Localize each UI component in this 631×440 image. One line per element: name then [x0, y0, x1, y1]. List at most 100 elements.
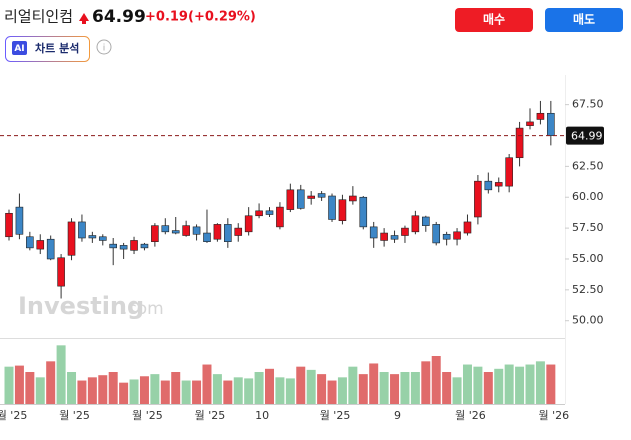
candle-body — [359, 196, 368, 228]
volume-bar — [431, 356, 441, 404]
change: +0.19 — [145, 10, 188, 25]
y-tick-label: 60.00 — [572, 190, 604, 203]
volume-bar — [160, 380, 170, 404]
candle-body — [213, 224, 222, 240]
candle-body — [515, 127, 524, 159]
volume-bar — [98, 375, 108, 404]
candle-body — [234, 227, 243, 236]
candle-body — [130, 240, 138, 251]
x-tick-label: 월 '25 — [0, 409, 27, 422]
candle-body — [317, 193, 326, 198]
buy-button[interactable] — [455, 8, 533, 32]
volume-bar — [462, 364, 472, 404]
volume-bar — [296, 366, 306, 404]
candle-body — [161, 225, 170, 233]
x-tick-label: 월 '25 — [59, 409, 90, 422]
candle-body — [484, 180, 493, 191]
candle-body — [432, 224, 441, 244]
volume-bar — [25, 372, 35, 404]
volume-bar — [67, 372, 77, 404]
candle-body — [119, 245, 128, 250]
up-arrow — [79, 13, 89, 24]
volume-bar — [390, 374, 400, 404]
y-tick-label: 50.00 — [572, 314, 604, 327]
candle-body — [369, 226, 378, 239]
candle-body — [526, 121, 534, 126]
volume-bar — [212, 374, 222, 404]
candle-body — [296, 189, 305, 209]
x-tick-label: 10 — [255, 409, 269, 422]
volume-bar — [494, 368, 504, 404]
volume-bar — [369, 363, 379, 404]
x-tick-label: 9 — [394, 409, 401, 422]
volume-bar — [254, 372, 264, 404]
candle-body — [349, 195, 357, 202]
volume-bar — [379, 372, 389, 404]
candle-body — [494, 182, 503, 187]
volume-bar — [139, 376, 149, 404]
volume-bar — [202, 364, 212, 404]
candle-body — [536, 112, 545, 120]
volume-bar — [337, 377, 347, 404]
y-tick-label: 67.50 — [572, 98, 604, 111]
watermark-text: Investing — [18, 292, 144, 320]
x-tick-label: 월 '25 — [320, 409, 351, 422]
ai-icon — [12, 41, 27, 55]
candle-body — [182, 225, 190, 236]
candle-body — [88, 235, 97, 239]
info-icon[interactable] — [96, 39, 112, 55]
candle-body — [411, 215, 420, 233]
candle-body — [265, 210, 274, 215]
price: 64.99 — [92, 7, 146, 27]
volume-bar — [400, 372, 410, 404]
volume-bar — [285, 378, 295, 404]
volume-bar — [223, 380, 233, 404]
volume-bar — [77, 380, 87, 404]
candle-body — [328, 195, 336, 220]
candle-body — [474, 180, 482, 218]
candle-body — [46, 238, 55, 260]
buy-label[interactable]: 매수 — [483, 12, 505, 27]
candle-body — [255, 210, 263, 217]
sell-label[interactable]: 매도 — [573, 12, 595, 27]
sell-button[interactable] — [545, 8, 623, 32]
stock-name: 리얼티인컴 — [4, 8, 73, 26]
watermark-suffix: .com — [122, 299, 164, 319]
volume-bar — [473, 366, 483, 404]
volume-bar — [317, 374, 327, 404]
y-tick-label: 57.50 — [572, 221, 604, 234]
volume-bar — [348, 366, 358, 404]
volume-bar — [181, 380, 191, 404]
candle-body — [98, 236, 107, 241]
candle-body — [224, 224, 232, 242]
ai-label[interactable]: 차트 분석 — [35, 41, 79, 55]
volume-bar — [535, 361, 545, 404]
volume-bar — [306, 369, 316, 404]
candle-body — [338, 199, 347, 221]
volume-bar — [421, 361, 431, 404]
volume-bar — [171, 372, 181, 404]
volume-bar — [358, 374, 368, 404]
x-tick-label: 월 '26 — [455, 409, 486, 422]
watermark: Investing .com — [18, 292, 164, 320]
volume-bar — [546, 364, 556, 404]
candle-body — [15, 206, 24, 235]
volume-bar — [108, 372, 118, 404]
volume-bar — [119, 382, 129, 404]
candle-body — [505, 157, 513, 187]
volume-bar — [87, 377, 97, 404]
candle-body — [442, 233, 451, 240]
candle-body — [463, 221, 472, 234]
volume-bar — [265, 368, 274, 404]
candle-body — [109, 243, 117, 249]
candle-body — [286, 189, 295, 210]
candle-body — [276, 206, 284, 228]
volume-bar — [327, 380, 337, 404]
volume-bar — [483, 372, 493, 404]
candle-body — [78, 221, 86, 239]
candle-body — [5, 212, 13, 238]
volume-bar — [504, 364, 514, 404]
candle-body — [401, 227, 409, 236]
volume-bar — [275, 377, 285, 404]
